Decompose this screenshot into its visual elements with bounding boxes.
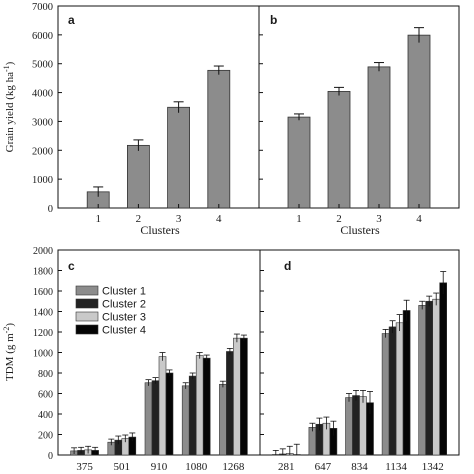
bar-cluster-1 [144,382,153,456]
bar-cluster-3 [395,322,404,456]
legend-swatch-cluster-1 [75,285,99,296]
bar-cluster-3 [233,337,241,456]
bar-cluster-2 [151,380,160,456]
panel-a-ytick-label: 4000 [32,89,53,100]
bar-cluster-2 [188,375,197,456]
legend-label-cluster-2: Cluster 2 [102,299,146,311]
bar-cluster-3 [158,356,167,456]
panel-c-ytick-label: 800 [38,369,53,380]
bar-cluster-1 [308,427,317,456]
bar [407,34,431,209]
panel-c-ytick-label: 1000 [33,349,53,360]
bar-cluster-4 [202,357,211,456]
legend-label-cluster-1: Cluster 1 [102,286,146,298]
panel-b: 1 2 3 4 [259,5,431,225]
bar-cluster-3 [359,396,367,456]
x-tick-label: 1080 [185,461,208,473]
legend-label-cluster-3: Cluster 3 [102,312,146,324]
panel-b-xlabel: Clusters [340,223,380,237]
panel-b-frame [258,5,460,209]
x-tick-label: 1342 [422,461,444,473]
bar-cluster-1 [219,383,227,456]
panel-a-letter: a [68,13,75,27]
panel-a-ytick-label: 5000 [32,60,53,71]
panel-c-ytick-label: 1800 [33,267,53,278]
panel-c-ytick-label: 400 [38,410,53,421]
x-tick-label: 1134 [385,461,407,473]
panel-c-ytick-label: 600 [38,390,53,401]
x-tick-label: 375 [76,461,93,473]
bar [327,91,351,209]
x-tick-label: 834 [351,461,368,473]
panel-c-ytick-label: 2000 [33,246,53,257]
panel-c-ytick-label: 1600 [33,287,53,298]
panel-a-ytick-label: 6000 [32,31,53,42]
panel-a-ytick-label: 7000 [32,2,53,13]
legend-swatch-cluster-4 [75,324,99,335]
x-tick-label: 501 [114,461,131,473]
bar-cluster-4 [402,310,411,456]
x-tick-label: 1 [296,213,302,225]
bar [367,66,391,209]
legend-label-cluster-4: Cluster 4 [102,325,146,337]
panel-a-ytick-label: 1000 [32,175,53,186]
panel-a-ylabel: Grain yield (kg ha-1) [2,61,16,152]
x-tick-label: 1 [95,213,101,225]
bar [167,106,191,209]
panel-c-ytick-label: 1400 [33,308,53,319]
bar-cluster-2 [226,351,234,456]
x-tick-label: 647 [315,461,332,473]
panel-c-ytick-label: 1200 [33,328,53,339]
bar [127,144,150,209]
bar-cluster-2 [425,300,434,456]
panel-d: 281 647 834 1134 1342 [260,249,448,473]
panel-c-ylabel: TDM (g m-2) [2,323,16,381]
x-tick-label: 2 [136,213,142,225]
bar-cluster-4 [439,282,448,456]
panel-c: 0 200 400 600 800 1000 1200 1400 1600 1800 2000 375… [33,246,248,473]
x-tick-label: 910 [151,461,168,473]
x-tick-label: 4 [216,213,222,225]
panel-c-letter: c [68,259,75,273]
panel-d-letter: d [284,259,291,273]
legend-swatch-cluster-2 [75,298,99,309]
x-tick-label: 3 [376,213,382,225]
bar-cluster-3 [432,298,441,456]
x-tick-label: 3 [176,213,182,225]
panel-a-xlabel: Clusters [140,223,180,237]
legend: Cluster 1 Cluster 2 Cluster 3 Cluster 4 [75,285,146,337]
panel-a: 0 1000 2000 3000 4000 5000 6000 7000 1 2 3 4 [32,2,231,225]
panel-c-ytick-label: 0 [48,451,53,462]
panel-a-ytick-label: 2000 [32,146,53,157]
bar-cluster-4 [165,372,174,456]
x-tick-label: 1268 [222,461,245,473]
legend-swatch-cluster-3 [75,311,99,322]
bar-cluster-2 [388,326,397,456]
x-tick-label: 281 [278,461,295,473]
bar-cluster-2 [352,395,360,456]
bar-cluster-1 [418,305,427,456]
panel-c-ytick-label: 200 [38,431,53,442]
bar-cluster-1 [345,397,353,456]
panel-a-ytick-label: 3000 [32,117,53,128]
bar [287,116,311,209]
panel-b-letter: b [270,13,277,27]
bar-cluster-1 [181,385,190,456]
x-tick-label: 2 [336,213,342,225]
bar [207,69,231,209]
bar-cluster-4 [240,337,248,456]
bar-cluster-1 [381,333,390,456]
x-tick-label: 4 [416,213,422,225]
panel-a-ytick-label: 0 [48,204,53,215]
bar-cluster-3 [195,355,204,456]
